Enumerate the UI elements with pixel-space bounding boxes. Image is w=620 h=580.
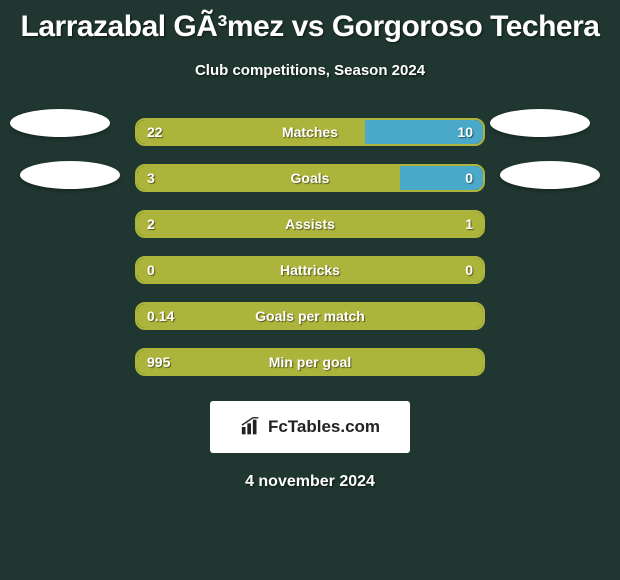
bar-track: 3 0 Goals — [135, 164, 485, 192]
metric-value-left: 3 — [147, 170, 155, 186]
metric-value-right: 0 — [465, 262, 473, 278]
metric-value-right: 1 — [465, 216, 473, 232]
metric-row: 0.14 Goals per match — [0, 293, 620, 339]
footer-date: 4 november 2024 — [0, 473, 620, 491]
metric-value-left: 0.14 — [147, 308, 174, 324]
metric-row: 995 Min per goal — [0, 339, 620, 385]
page-subtitle: Club competitions, Season 2024 — [0, 62, 620, 79]
metric-label: Min per goal — [269, 354, 351, 370]
metric-value-right: 10 — [457, 124, 473, 140]
metric-value-right: 0 — [465, 170, 473, 186]
metric-value-left: 0 — [147, 262, 155, 278]
avatar-placeholder — [490, 109, 590, 137]
bar-track: 22 10 Matches — [135, 118, 485, 146]
avatar-placeholder — [10, 109, 110, 137]
avatar-placeholder — [500, 161, 600, 189]
bar-track: 0.14 Goals per match — [135, 302, 485, 330]
bar-track: 0 0 Hattricks — [135, 256, 485, 284]
bar-fill-left — [137, 166, 400, 190]
brand-logo: FcTables.com — [210, 401, 410, 453]
metric-label: Goals per match — [255, 308, 365, 324]
brand-logo-text: FcTables.com — [268, 417, 380, 437]
avatar-placeholder — [20, 161, 120, 189]
metric-label: Goals — [291, 170, 330, 186]
metric-row: 0 0 Hattricks — [0, 247, 620, 293]
chart-icon — [240, 416, 262, 438]
bar-track: 2 1 Assists — [135, 210, 485, 238]
bar-track: 995 Min per goal — [135, 348, 485, 376]
metric-value-left: 22 — [147, 124, 163, 140]
page-title: Larrazabal GÃ³mez vs Gorgoroso Techera — [0, 0, 620, 44]
metric-value-left: 2 — [147, 216, 155, 232]
comparison-chart: 22 10 Matches 3 0 Goals 2 1 Assists 0 0 Hattricks 0.… — [0, 109, 620, 385]
metric-label: Assists — [285, 216, 335, 232]
metric-label: Hattricks — [280, 262, 340, 278]
metric-value-left: 995 — [147, 354, 170, 370]
metric-row: 2 1 Assists — [0, 201, 620, 247]
metric-label: Matches — [282, 124, 338, 140]
